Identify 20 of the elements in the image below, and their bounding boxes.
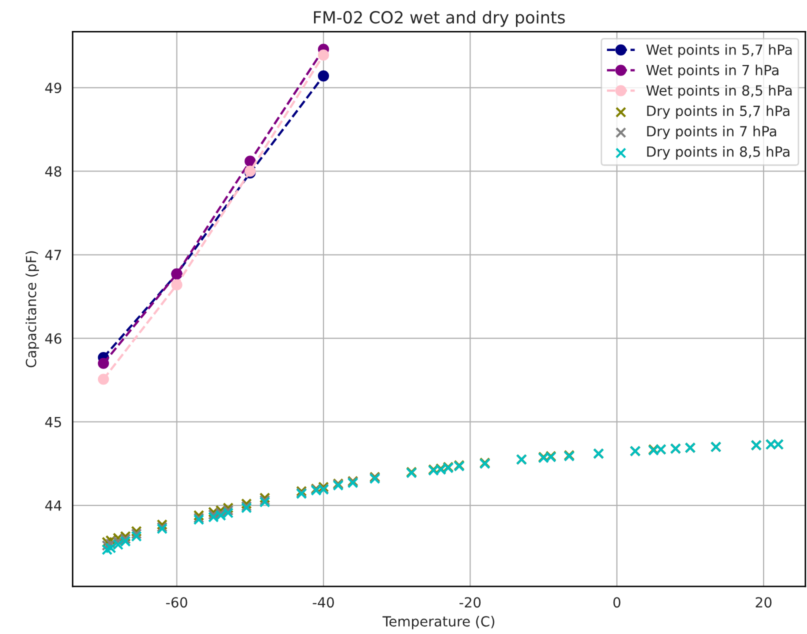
y-tick-label: 44 bbox=[45, 500, 62, 511]
y-tick-label: 46 bbox=[45, 333, 62, 344]
y-tick-label: 45 bbox=[45, 417, 61, 428]
legend-label: Dry points in 8,5 hPa bbox=[647, 146, 790, 160]
y-tick-label: 48 bbox=[45, 166, 62, 177]
legend-label: Wet points in 7 hPa bbox=[646, 64, 778, 78]
x-tick-label: 20 bbox=[756, 597, 772, 608]
y-tick-label: 49 bbox=[45, 82, 62, 94]
y-tick-label: 47 bbox=[45, 250, 62, 260]
legend-label: Wet points in 5,7 hPa bbox=[646, 44, 792, 58]
x-tick-label: -20 bbox=[460, 597, 481, 608]
x-tick-label: -60 bbox=[166, 597, 188, 608]
chart-title: FM-02 CO2 wet and dry points bbox=[314, 10, 565, 27]
x-tick-label: -40 bbox=[312, 597, 334, 608]
x-axis-title: Temperature (C) bbox=[382, 616, 494, 630]
x-tick-label: 0 bbox=[613, 597, 620, 608]
legend-label: Dry points in 5,7 hPa bbox=[647, 105, 790, 119]
y-axis-title: Capacitance (pF) bbox=[26, 251, 39, 368]
legend-label: Dry points in 7 hPa bbox=[647, 126, 776, 140]
legend-label: Wet points in 8,5 hPa bbox=[646, 84, 792, 98]
